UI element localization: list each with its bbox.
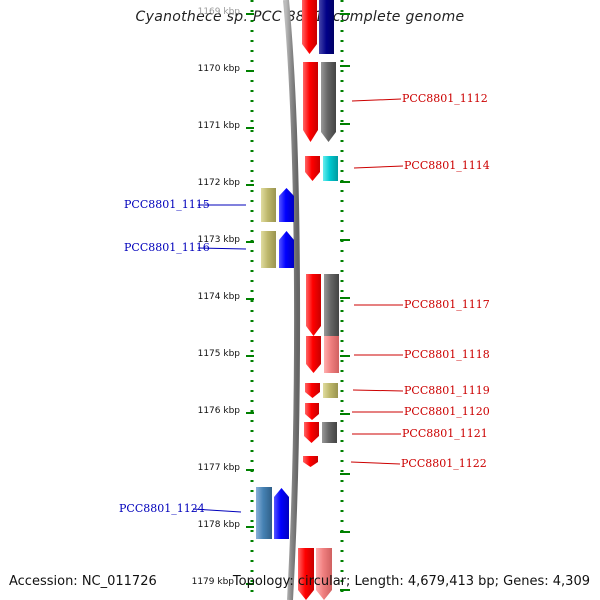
cds-1115-khaki	[261, 188, 276, 222]
accession-text: Accession: NC_011726	[9, 574, 157, 589]
tick-label: 1170 kbp	[197, 64, 240, 74]
tick-label: 1175 kbp	[197, 349, 240, 359]
gene-arrow-bottom-1	[298, 548, 314, 600]
leader-lines-left	[192, 204, 247, 513]
cds-1114-cyan	[323, 156, 338, 181]
tick-label: 1171 kbp	[197, 121, 240, 131]
cds-1124-steel	[256, 487, 272, 539]
gene-arrow-1124	[274, 488, 289, 539]
tick-label: 1172 kbp	[197, 178, 240, 188]
gene-arrow-1117	[306, 274, 321, 336]
cds-1119-khaki	[323, 383, 338, 398]
gene-arrow-1118	[306, 336, 321, 373]
tick-label: 1179 kbp	[191, 577, 234, 587]
cds-top-navy	[319, 0, 334, 54]
cds-1116-khaki	[261, 231, 276, 268]
gene-arrow-1114	[305, 156, 320, 181]
tick-label: 1178 kbp	[197, 520, 240, 530]
tick-label: 1174 kbp	[197, 292, 240, 302]
cds-1118-pink	[324, 336, 339, 373]
cds-bottom-pink	[316, 548, 332, 600]
gene-label-1114[interactable]: PCC8801_1114	[404, 159, 490, 172]
tick-label: 1177 kbp	[197, 463, 240, 473]
genome-title: Cyanothece sp. PCC 8801, complete genome	[135, 9, 465, 25]
genome-summary-text: Topology: circular; Length: 4,679,413 bp…	[232, 574, 590, 589]
gene-arrow-1122	[303, 456, 318, 467]
gene-arrow-1119	[305, 383, 320, 398]
gene-label-1121[interactable]: PCC8801_1121	[402, 427, 488, 440]
tick-label: 1173 kbp	[197, 235, 240, 245]
cds-1117-gray	[324, 274, 339, 336]
gene-arrow-1112	[303, 62, 318, 142]
gene-label-1117[interactable]: PCC8801_1117	[404, 298, 490, 311]
gene-label-1119[interactable]: PCC8801_1119	[404, 384, 490, 397]
gene-label-1115[interactable]: PCC8801_1115	[124, 198, 210, 211]
gene-label-1124[interactable]: PCC8801_1124	[119, 502, 205, 515]
leader-lines-right	[350, 98, 404, 465]
cds-1112-gray	[321, 62, 336, 142]
cds-1121-gray	[322, 422, 337, 443]
gene-arrow-1120	[305, 403, 319, 420]
tick-label: 1176 kbp	[197, 406, 240, 416]
gene-label-1120[interactable]: PCC8801_1120	[404, 405, 490, 418]
gene-label-1118[interactable]: PCC8801_1118	[404, 348, 490, 361]
major-ticks	[246, 13, 350, 591]
tick-label: 1169 kbp	[197, 7, 240, 17]
genome-backbone	[283, 0, 301, 600]
gene-label-1112[interactable]: PCC8801_1112	[402, 92, 488, 105]
gene-label-1116[interactable]: PCC8801_1116	[124, 241, 210, 254]
gene-label-1122[interactable]: PCC8801_1122	[401, 457, 487, 470]
gene-arrow-top-1	[302, 0, 317, 54]
gene-arrow-1116	[279, 231, 294, 268]
gene-arrow-1115	[279, 188, 294, 222]
gene-arrow-1121	[304, 422, 319, 443]
